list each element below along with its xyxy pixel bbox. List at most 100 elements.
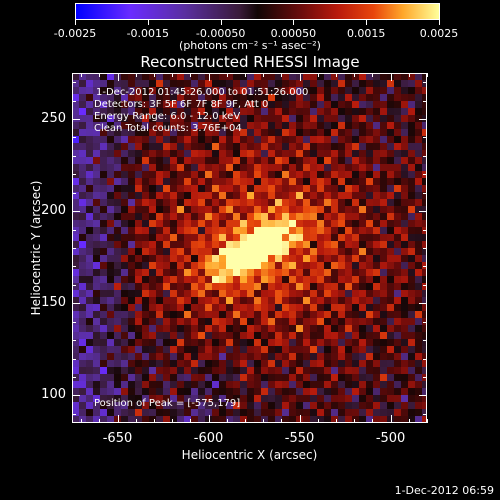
heatmap-cell xyxy=(373,269,381,277)
heatmap-cell xyxy=(254,136,262,144)
heatmap-cell xyxy=(184,339,192,347)
heatmap-cell xyxy=(198,283,206,291)
heatmap-cell xyxy=(219,101,227,109)
heatmap-cell xyxy=(135,178,143,186)
heatmap-cell xyxy=(408,115,416,123)
heatmap-cell xyxy=(303,234,311,242)
heatmap-cell xyxy=(282,129,290,137)
heatmap-cell xyxy=(212,164,220,172)
heatmap-cell xyxy=(359,262,367,270)
heatmap-cell xyxy=(345,360,353,368)
heatmap-cell xyxy=(212,122,220,130)
heatmap-cell xyxy=(149,129,157,137)
heatmap-cell xyxy=(163,318,171,326)
heatmap-cell xyxy=(212,339,220,347)
heatmap-cell xyxy=(303,241,311,249)
heatmap-cell xyxy=(128,213,136,221)
x-tick-label: -550 xyxy=(284,431,315,446)
heatmap-cell xyxy=(387,164,395,172)
heatmap-cell xyxy=(121,73,129,81)
heatmap-cell xyxy=(352,241,360,249)
heatmap-cell xyxy=(86,255,94,263)
heatmap-cell xyxy=(212,269,220,277)
heatmap-cell xyxy=(79,73,87,81)
heatmap-cell xyxy=(135,108,143,116)
heatmap-cell xyxy=(261,73,269,81)
heatmap-cell xyxy=(387,143,395,151)
heatmap-cell xyxy=(331,143,339,151)
heatmap-cell xyxy=(296,318,304,326)
heatmap-cell xyxy=(93,234,101,242)
heatmap-cell xyxy=(114,87,122,95)
heatmap-cell xyxy=(331,255,339,263)
heatmap-cell xyxy=(268,297,276,305)
heatmap-cell xyxy=(247,164,255,172)
heatmap-cell xyxy=(121,409,129,417)
heatmap-cell xyxy=(219,199,227,207)
heatmap-cell xyxy=(268,87,276,95)
heatmap-cell xyxy=(72,402,80,410)
heatmap-cell xyxy=(373,87,381,95)
heatmap-cell xyxy=(394,332,402,340)
heatmap-cell xyxy=(331,402,339,410)
heatmap-cell xyxy=(275,311,283,319)
heatmap-cell xyxy=(282,80,290,88)
heatmap-cell xyxy=(170,199,178,207)
heatmap-cell xyxy=(247,304,255,312)
heatmap-cell xyxy=(135,297,143,305)
heatmap-cell xyxy=(275,325,283,333)
heatmap-cell xyxy=(184,185,192,193)
heatmap-cell xyxy=(212,185,220,193)
heatmap-cell xyxy=(135,304,143,312)
heatmap-cell xyxy=(226,171,234,179)
heatmap-cell xyxy=(205,241,213,249)
heatmap-cell xyxy=(289,101,297,109)
heatmap-cell xyxy=(156,353,164,361)
heatmap-cell xyxy=(373,164,381,172)
heatmap-cell xyxy=(317,87,325,95)
heatmap-cell xyxy=(191,395,199,403)
heatmap-cell xyxy=(226,220,234,228)
heatmap-cell xyxy=(191,297,199,305)
heatmap-cell xyxy=(128,185,136,193)
heatmap-cell xyxy=(317,185,325,193)
heatmap-cell xyxy=(422,304,427,312)
heatmap-cell xyxy=(198,381,206,389)
heatmap-cell xyxy=(401,206,409,214)
heatmap-cell xyxy=(86,402,94,410)
heatmap-cell xyxy=(254,367,262,375)
heatmap-cell xyxy=(177,297,185,305)
heatmap-cell xyxy=(289,374,297,382)
heatmap-cell xyxy=(163,283,171,291)
heatmap-cell xyxy=(296,381,304,389)
heatmap-cell xyxy=(275,171,283,179)
heatmap-cell xyxy=(114,269,122,277)
heatmap-cell xyxy=(121,227,129,235)
heatmap-cell xyxy=(156,178,164,186)
heatmap-cell xyxy=(310,150,318,158)
heatmap-cell xyxy=(86,332,94,340)
heatmap-cell xyxy=(345,339,353,347)
heatmap-cell xyxy=(415,248,423,256)
heatmap-cell xyxy=(142,220,150,228)
heatmap-cell xyxy=(303,304,311,312)
heatmap-cell xyxy=(191,171,199,179)
heatmap-cell xyxy=(93,192,101,200)
heatmap-cell xyxy=(352,150,360,158)
heatmap-cell xyxy=(324,101,332,109)
heatmap-cell xyxy=(373,248,381,256)
heatmap-cell xyxy=(142,297,150,305)
heatmap-cell xyxy=(373,115,381,123)
heatmap-cell xyxy=(212,150,220,158)
heatmap-cell xyxy=(254,80,262,88)
heatmap-cell xyxy=(233,325,241,333)
heatmap-cell xyxy=(254,346,262,354)
heatmap-cell xyxy=(366,122,374,130)
heatmap-cell xyxy=(86,262,94,270)
heatmap-cell xyxy=(107,318,115,326)
heatmap-cell xyxy=(212,367,220,375)
heatmap-cell xyxy=(422,94,427,102)
heatmap-cell xyxy=(282,297,290,305)
heatmap-cell xyxy=(107,255,115,263)
heatmap-cell xyxy=(156,283,164,291)
